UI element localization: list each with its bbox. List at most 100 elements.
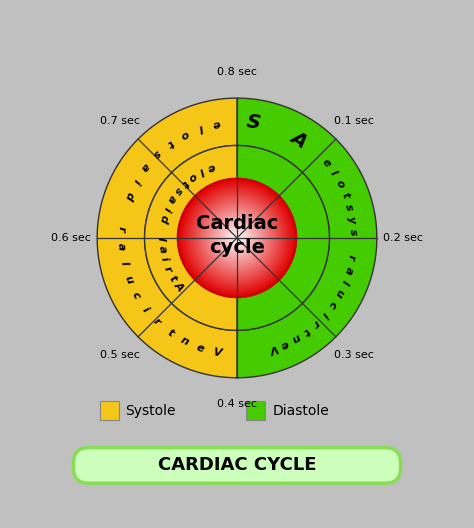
Circle shape: [182, 183, 292, 293]
Text: l: l: [156, 237, 166, 241]
Text: t: t: [167, 274, 178, 283]
Text: e: e: [212, 118, 221, 129]
Text: a: a: [139, 161, 152, 173]
Text: 0.7 sec: 0.7 sec: [100, 116, 140, 126]
Circle shape: [192, 193, 282, 282]
Circle shape: [199, 200, 275, 277]
Circle shape: [182, 184, 292, 292]
Text: n: n: [179, 335, 191, 348]
Circle shape: [219, 220, 255, 256]
Text: V: V: [212, 346, 222, 358]
Text: Diastole: Diastole: [273, 404, 329, 418]
Circle shape: [180, 181, 294, 295]
Text: e: e: [279, 338, 290, 350]
Text: 0.6 sec: 0.6 sec: [51, 233, 91, 243]
Polygon shape: [237, 98, 377, 378]
Text: o: o: [334, 178, 346, 190]
Text: t: t: [301, 325, 311, 337]
Circle shape: [206, 208, 268, 269]
Text: 0.2 sec: 0.2 sec: [383, 233, 423, 243]
Text: l: l: [198, 166, 206, 176]
Polygon shape: [237, 146, 329, 331]
Circle shape: [231, 232, 243, 244]
Circle shape: [189, 190, 285, 286]
Text: 0.3 sec: 0.3 sec: [334, 350, 374, 360]
Circle shape: [222, 223, 252, 253]
Text: 0.8 sec: 0.8 sec: [217, 67, 257, 77]
Circle shape: [226, 227, 248, 249]
Text: l: l: [339, 278, 350, 286]
Text: t: t: [179, 177, 190, 188]
Text: A: A: [287, 127, 310, 152]
Text: a: a: [165, 193, 178, 205]
Circle shape: [223, 224, 251, 252]
Text: a: a: [343, 265, 355, 275]
FancyBboxPatch shape: [73, 448, 401, 483]
Text: c: c: [130, 290, 142, 300]
Circle shape: [227, 228, 247, 248]
Text: s: s: [172, 185, 184, 196]
Text: t: t: [339, 191, 351, 200]
Circle shape: [205, 206, 269, 269]
Circle shape: [178, 178, 296, 297]
Text: r: r: [162, 265, 173, 274]
Text: i: i: [140, 305, 150, 314]
Text: 0.5 sec: 0.5 sec: [100, 350, 140, 360]
Text: i: i: [131, 177, 141, 185]
Circle shape: [217, 218, 257, 258]
Text: r: r: [151, 316, 162, 327]
Text: i: i: [159, 256, 170, 262]
Circle shape: [218, 219, 256, 257]
Text: c: c: [327, 298, 338, 309]
Text: r: r: [310, 317, 321, 328]
FancyBboxPatch shape: [100, 401, 118, 420]
Text: l: l: [118, 260, 129, 266]
Circle shape: [195, 196, 279, 279]
Text: s: s: [344, 203, 355, 212]
Circle shape: [188, 188, 286, 287]
Circle shape: [221, 222, 253, 254]
Text: r: r: [116, 227, 127, 232]
Circle shape: [197, 197, 277, 278]
Circle shape: [191, 193, 283, 284]
Text: l: l: [328, 169, 339, 178]
Text: 0.1 sec: 0.1 sec: [334, 116, 374, 126]
Circle shape: [179, 180, 295, 296]
Text: 0.4 sec: 0.4 sec: [217, 399, 257, 409]
Text: S: S: [245, 112, 262, 133]
Circle shape: [184, 185, 290, 291]
Circle shape: [200, 201, 274, 276]
Text: u: u: [333, 287, 346, 299]
Circle shape: [210, 210, 264, 266]
Text: CARDIAC CYCLE: CARDIAC CYCLE: [158, 456, 316, 475]
Circle shape: [214, 215, 260, 261]
Circle shape: [220, 221, 254, 254]
Text: r: r: [346, 254, 357, 261]
Polygon shape: [145, 146, 237, 331]
Circle shape: [185, 186, 289, 290]
Circle shape: [216, 217, 258, 259]
Circle shape: [224, 225, 250, 251]
Text: i: i: [162, 205, 173, 212]
Circle shape: [233, 234, 241, 242]
Circle shape: [229, 230, 245, 246]
Text: e: e: [195, 342, 205, 354]
Text: t: t: [165, 327, 175, 338]
Circle shape: [211, 212, 263, 263]
Text: V: V: [267, 342, 279, 354]
Circle shape: [213, 214, 261, 262]
Circle shape: [235, 236, 239, 240]
Text: t: t: [165, 137, 175, 149]
Text: a: a: [116, 242, 127, 251]
Text: Cardiac
cycle: Cardiac cycle: [196, 214, 278, 257]
Text: Systole: Systole: [126, 404, 176, 418]
Circle shape: [201, 201, 273, 275]
Circle shape: [232, 233, 242, 243]
Text: d: d: [158, 213, 170, 223]
Circle shape: [193, 194, 281, 281]
Circle shape: [181, 182, 293, 294]
Circle shape: [187, 187, 287, 288]
Circle shape: [207, 209, 266, 268]
Circle shape: [191, 192, 283, 285]
Text: o: o: [187, 170, 199, 183]
